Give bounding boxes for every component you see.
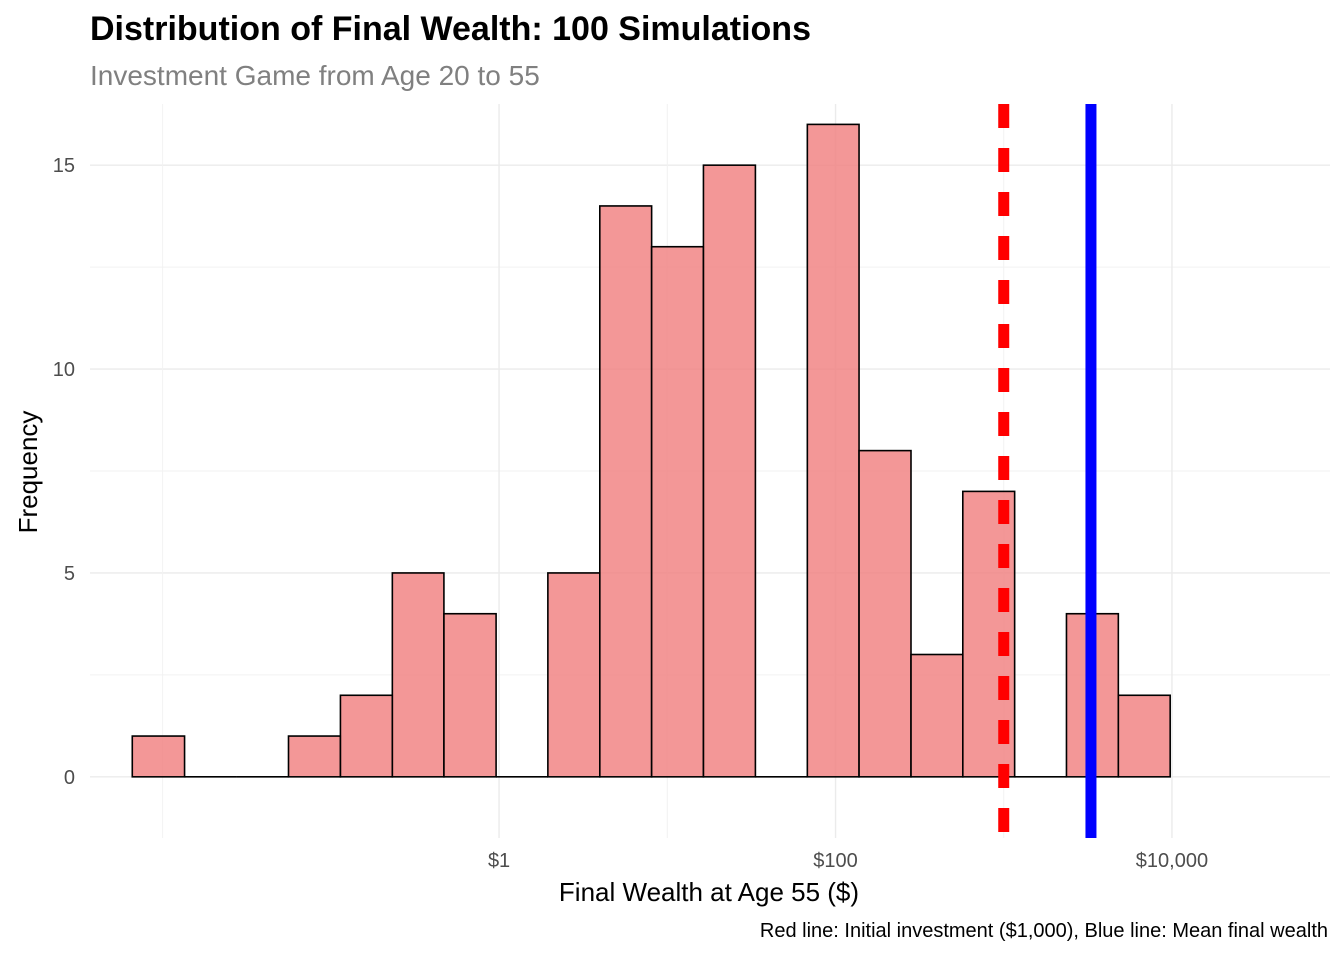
histogram-bar [391,572,445,778]
axis-ticks: 0 5 10 15 $1 $100 $10,000 [53,155,1208,872]
chart-title: Distribution of Final Wealth: 100 Simula… [90,10,811,48]
histogram-bar [443,612,497,778]
y-axis-title: Frequency [13,411,43,534]
histogram-bar [1117,694,1171,778]
chart-caption: Red line: Initial investment ($1,000), B… [759,920,1328,942]
histogram-bar [702,164,757,778]
histogram-bar [547,572,601,778]
histogram-bar [910,653,964,778]
histogram-bar [287,735,342,778]
y-tick-label: 10 [53,359,75,381]
y-tick-label: 15 [53,155,75,177]
histogram-bar [650,245,705,778]
histogram-bar [806,123,860,778]
x-axis-title: Final Wealth at Age 55 ($) [559,877,859,907]
y-tick-label: 0 [64,767,75,789]
x-tick-label: $10,000 [1136,850,1208,872]
reference-lines [998,104,1097,838]
chart-subtitle: Investment Game from Age 20 to 55 [90,60,540,91]
histogram-bars [131,123,1171,778]
x-tick-label: $100 [813,850,858,872]
histogram-bar [131,735,186,778]
y-tick-label: 5 [64,563,75,585]
histogram-bar [339,694,394,778]
histogram-bar [858,449,912,778]
histogram-bar [599,205,653,778]
x-tick-label: $1 [488,850,510,872]
